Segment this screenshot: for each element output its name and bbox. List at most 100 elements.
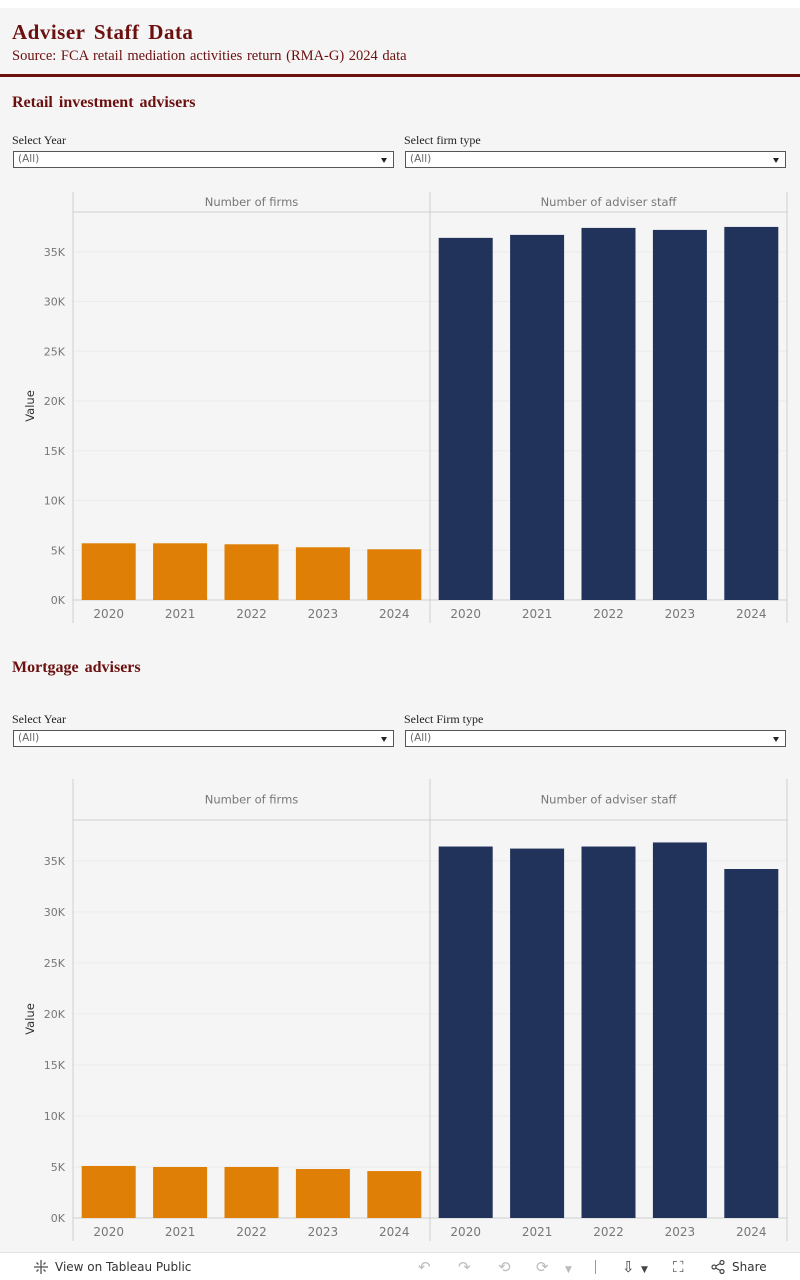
x-tick-label: 2023 (665, 1225, 696, 1239)
revert-icon[interactable]: ⟲ (498, 1258, 511, 1276)
x-tick-label: 2022 (593, 607, 624, 621)
section-title-retail: Retail investment advisers (12, 94, 196, 111)
x-tick-label: 2024 (736, 607, 767, 621)
refresh-icon[interactable]: ⟳ (536, 1258, 549, 1276)
x-tick-label: 2024 (736, 1225, 767, 1239)
y-tick-label: 25K (44, 957, 66, 970)
bar[interactable] (724, 868, 779, 1218)
view-on-tableau-link[interactable]: View on Tableau Public (33, 1259, 191, 1275)
bar[interactable] (438, 846, 493, 1218)
y-tick-label: 5K (51, 1161, 66, 1174)
bar[interactable] (510, 848, 565, 1218)
undo-icon[interactable]: ↶ (418, 1258, 431, 1276)
mortgage-chart[interactable]: 0K 5K 10K 15K 20K 25K 30K 35K Value Number of fir… (0, 775, 800, 1247)
share-label: Share (732, 1260, 767, 1274)
bar[interactable] (224, 1166, 279, 1218)
filter-firm-type-label: Select Firm type (404, 712, 484, 726)
bar[interactable] (367, 549, 422, 600)
bar[interactable] (438, 237, 493, 600)
y-axis-title: Value (23, 390, 37, 422)
y-tick-label: 15K (44, 1059, 66, 1072)
top-strip (0, 0, 800, 8)
bar[interactable] (652, 229, 707, 600)
y-axis-title: Value (23, 1003, 37, 1035)
y-tick-label: 15K (44, 445, 66, 458)
bar[interactable] (81, 543, 136, 600)
filter-year-label: Select Year (12, 133, 66, 147)
retail-investment-chart[interactable]: 0K 5K 10K 15K 20K 25K 30K 35K Value Number of fir… (0, 185, 800, 630)
x-tick-label: 2024 (379, 1225, 410, 1239)
section-title-mortgage: Mortgage advisers (12, 659, 141, 676)
fullscreen-icon[interactable]: ⛶ (673, 1258, 684, 1276)
y-tick-label: 30K (44, 906, 66, 919)
panel-header-label: Number of adviser staff (541, 195, 678, 209)
download-menu-icon[interactable]: ▼ (641, 1265, 648, 1275)
bar[interactable] (153, 1166, 208, 1218)
page-title: Adviser Staff Data (12, 20, 194, 44)
dashboard: Adviser Staff Data Source: FCA retail me… (0, 0, 800, 1247)
share-icon (711, 1259, 725, 1275)
bar[interactable] (153, 543, 208, 600)
x-tick-label: 2024 (379, 607, 410, 621)
y-tick-label: 10K (44, 495, 66, 508)
x-tick-label: 2021 (165, 607, 196, 621)
tableau-toolbar: View on Tableau Public ↶ ↷ ⟲ ⟳ ▼ ⇩ ▼ ⛶ S… (0, 1252, 800, 1280)
y-tick-label: 5K (51, 544, 66, 557)
y-tick-label: 25K (44, 345, 66, 358)
page-subtitle: Source: FCA retail mediation activities … (12, 48, 407, 64)
view-on-tableau-label: View on Tableau Public (55, 1260, 192, 1274)
x-tick-label: 2022 (593, 1225, 624, 1239)
bar[interactable] (652, 842, 707, 1218)
filter-firm-type-select[interactable]: (All) (405, 151, 786, 168)
bar[interactable] (581, 227, 636, 600)
x-tick-label: 2023 (308, 607, 339, 621)
y-tick-label: 35K (44, 246, 66, 259)
x-tick-label: 2020 (93, 1225, 124, 1239)
filter-firm-type-value: (All) (410, 732, 432, 744)
x-tick-label: 2021 (522, 1225, 553, 1239)
filter-firm-type-select[interactable]: (All) (405, 730, 786, 747)
y-tick-label: 0K (51, 1212, 66, 1225)
dropdown-arrow-icon[interactable] (381, 737, 387, 742)
x-tick-label: 2022 (236, 1225, 267, 1239)
bar[interactable] (224, 544, 279, 600)
bar[interactable] (367, 1171, 422, 1218)
dropdown-arrow-icon[interactable] (381, 158, 387, 163)
share-button[interactable]: Share (710, 1259, 767, 1275)
y-tick-label: 10K (44, 1110, 66, 1123)
dropdown-arrow-icon[interactable] (773, 158, 779, 163)
bar[interactable] (581, 846, 636, 1218)
refresh-menu-icon[interactable]: ▼ (565, 1265, 572, 1275)
filter-firm-type-label: Select firm type (404, 133, 481, 147)
redo-icon[interactable]: ↷ (458, 1258, 471, 1276)
filter-year-value: (All) (18, 732, 40, 744)
panel-header-label: Number of firms (205, 793, 299, 807)
bar[interactable] (510, 234, 565, 600)
x-tick-label: 2021 (165, 1225, 196, 1239)
y-tick-label: 0K (51, 594, 66, 607)
download-icon[interactable]: ⇩ (622, 1258, 635, 1276)
dropdown-arrow-icon[interactable] (773, 737, 779, 742)
bar[interactable] (295, 547, 350, 600)
x-tick-label: 2022 (236, 607, 267, 621)
x-tick-label: 2021 (522, 607, 553, 621)
filter-year-value: (All) (18, 153, 40, 165)
panel-header-label: Number of adviser staff (541, 793, 678, 807)
x-tick-label: 2020 (450, 607, 481, 621)
y-tick-label: 20K (44, 395, 66, 408)
tableau-logo-icon (34, 1260, 48, 1274)
bar[interactable] (295, 1169, 350, 1218)
bar[interactable] (81, 1165, 136, 1218)
y-tick-label: 20K (44, 1008, 66, 1021)
y-tick-label: 35K (44, 855, 66, 868)
bar[interactable] (724, 226, 779, 600)
y-tick-label: 30K (44, 296, 66, 309)
title-divider (0, 74, 800, 77)
toolbar-divider (595, 1260, 596, 1274)
x-tick-label: 2023 (308, 1225, 339, 1239)
filter-year-label: Select Year (12, 712, 66, 726)
filter-firm-type-value: (All) (410, 153, 432, 165)
filter-year-select[interactable]: (All) (13, 151, 394, 168)
filter-year-select[interactable]: (All) (13, 730, 394, 747)
x-tick-label: 2023 (665, 607, 696, 621)
